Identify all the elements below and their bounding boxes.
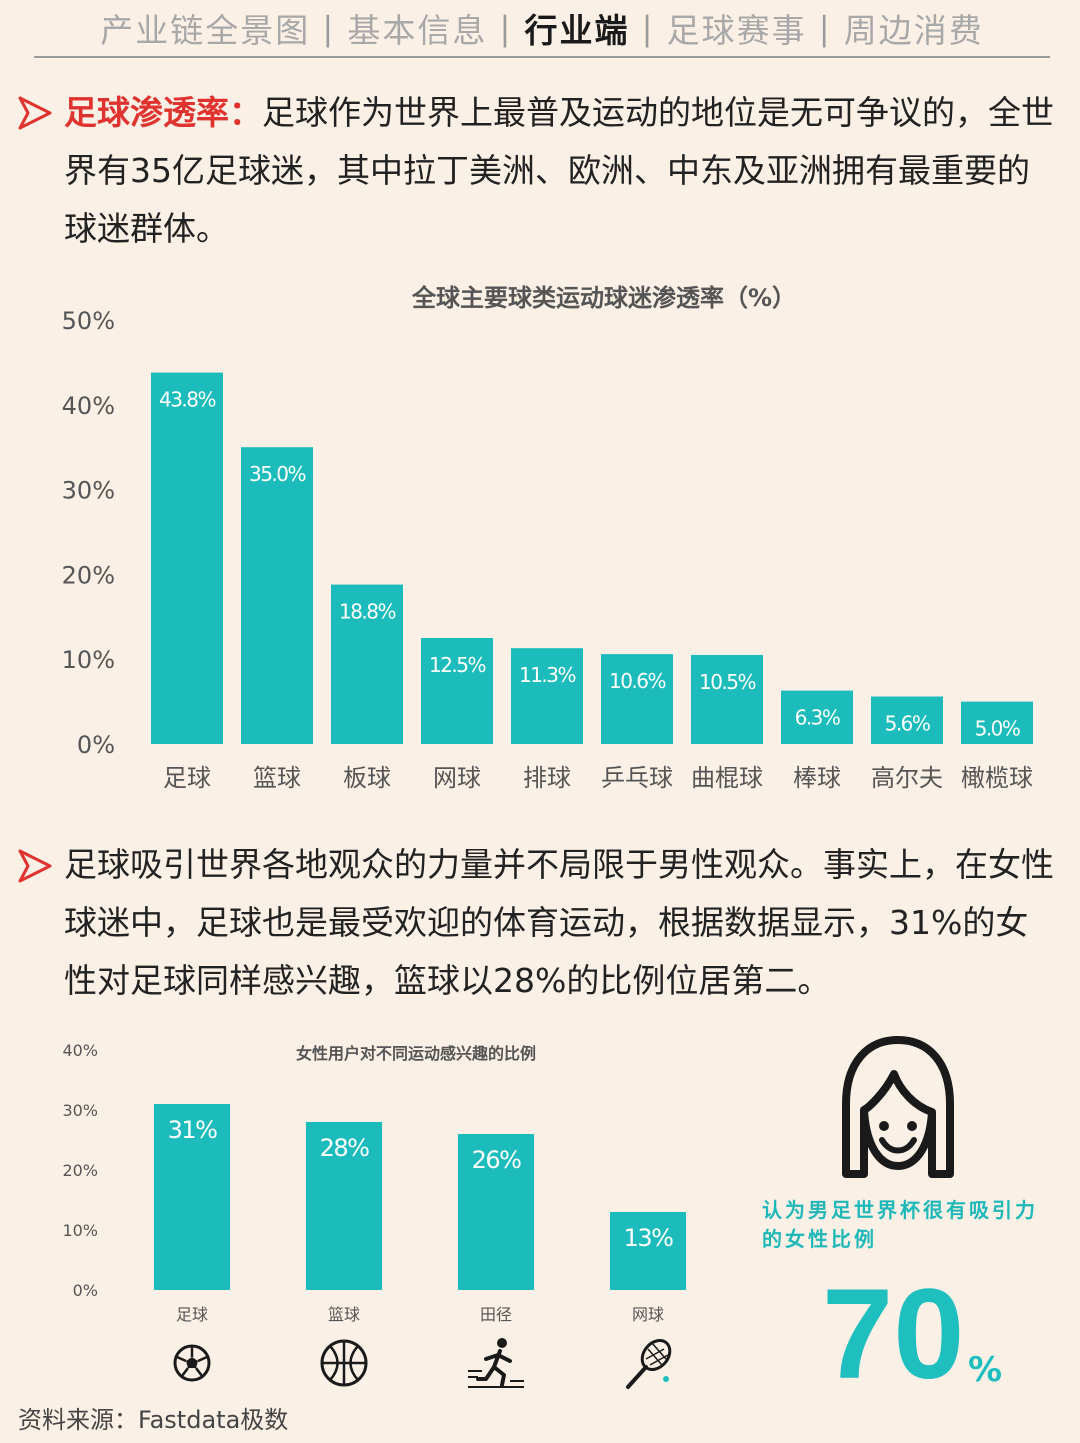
chart2-bar [154, 1104, 230, 1290]
chart1-bar [781, 690, 853, 744]
chart1-bar [601, 654, 673, 744]
chart2-category-label: 田径 [480, 1305, 512, 1324]
chart1-data-label: 5.0% [975, 717, 1020, 741]
chart1-bar [691, 654, 763, 744]
section2-paragraph: 足球吸引世界各地观众的力量并不局限于男性观众。事实上，在女性球迷中，足球也是最受… [64, 845, 1054, 1000]
chart2-data-label: 26% [472, 1146, 522, 1174]
stat-unit: % [968, 1350, 1003, 1390]
nav-separator: | [641, 8, 655, 48]
chart1-y-tick: 30% [62, 477, 115, 505]
chart1-category-label: 乒乓球 [601, 764, 673, 792]
nav-item-industry-map[interactable]: 产业链全景图 [100, 11, 311, 50]
chart1-bar [871, 696, 943, 744]
tennis-racket-icon [626, 1339, 672, 1389]
chart1-bar [331, 584, 403, 744]
chart2-bar [458, 1134, 534, 1290]
chart1-bar [151, 372, 223, 744]
chart1-category-label: 排球 [523, 764, 571, 792]
chart2-y-tick: 40% [62, 1041, 98, 1060]
chart1-category-label: 高尔夫 [871, 764, 943, 792]
chart1-data-label: 11.3% [519, 663, 576, 687]
chart2-category-label: 篮球 [328, 1305, 360, 1324]
nav-separator: | [818, 8, 832, 48]
bullet-arrow-icon [18, 849, 52, 883]
chart2-y-tick: 10% [62, 1221, 98, 1240]
chart2-title: 女性用户对不同运动感兴趣的比例 [296, 1044, 537, 1063]
soccer-ball-icon [173, 1344, 211, 1382]
chart1-svg: 0% 10% 20% 30% 40% 50% 43.8% 足球 35.0% 篮球 18.8% 板球 12… [62, 307, 1033, 792]
chart2-y-tick: 30% [62, 1101, 98, 1120]
nav-item-football-events[interactable]: 足球赛事 [666, 11, 807, 50]
section1-paragraph: 足球渗透率：足球作为世界上最普及运动的地位是无可争议的，全世界有35亿足球迷，其… [64, 84, 1054, 258]
chart2-category-label: 足球 [176, 1305, 208, 1324]
chart1-data-label: 6.3% [795, 706, 840, 730]
chart2-data-label: 31% [168, 1116, 218, 1144]
section1-highlight: 足球渗透率： [64, 93, 262, 132]
chart1-data-label: 43.8% [159, 388, 216, 412]
chart2-category-label: 网球 [632, 1305, 664, 1324]
runner-icon [468, 1338, 524, 1388]
top-nav: 产业链全景图 | 基本信息 | 行业端 | 足球赛事 | 周边消费 [34, 0, 1050, 58]
chart1-y-tick: 50% [62, 307, 115, 335]
stat-caption: 认为男足世界杯很有吸引力的女性比例 [762, 1198, 1038, 1251]
chart1-category-label: 曲棍球 [691, 764, 763, 792]
chart1-category-label: 板球 [343, 764, 391, 792]
woman-face-icon [842, 1036, 954, 1178]
nav-separator: | [322, 8, 336, 48]
chart1-bar [511, 648, 583, 744]
chart1-data-label: 12.5% [429, 653, 486, 677]
chart1-category-label: 橄榄球 [961, 764, 1033, 792]
nav-item-peripheral-consumption[interactable]: 周边消费 [843, 11, 984, 50]
chart1-y-tick: 10% [62, 646, 115, 674]
chart1-bar [241, 447, 313, 744]
source-note: 资料来源：Fastdata极数 [18, 1406, 289, 1434]
basketball-icon [320, 1339, 368, 1387]
chart2-svg: 0% 10% 20% 30% 40% 31% 足球 28% 篮球 26% 田径 13% 网球 [62, 1041, 686, 1389]
chart2-data-label: 13% [624, 1224, 674, 1252]
chart1-y-tick: 20% [62, 561, 115, 589]
chart2-bar [610, 1212, 686, 1290]
chart1-data-label: 18.8% [339, 600, 396, 624]
bullet-arrow-icon [18, 96, 52, 130]
chart1-category-label: 网球 [433, 764, 481, 792]
chart1-y-tick: 0% [77, 731, 115, 759]
chart1-bar [421, 638, 493, 744]
section1-text: 足球作为世界上最普及运动的地位是无可争议的，全世界有35亿足球迷，其中拉丁美洲、… [64, 93, 1054, 248]
chart1-data-label: 5.6% [885, 712, 930, 736]
chart1-data-label: 35.0% [249, 462, 306, 486]
chart2-bar [306, 1122, 382, 1290]
chart1-bar [961, 701, 1033, 744]
chart2-data-label: 28% [320, 1134, 370, 1162]
chart1-category-label: 足球 [163, 764, 211, 792]
chart1-data-label: 10.6% [609, 669, 666, 693]
chart1-category-label: 棒球 [793, 764, 841, 792]
nav-item-industry-side[interactable]: 行业端 [524, 11, 630, 50]
chart1-y-tick: 40% [62, 392, 115, 420]
chart2-y-tick: 20% [62, 1161, 98, 1180]
chart1-title: 全球主要球类运动球迷渗透率（%） [412, 284, 797, 312]
chart1-data-label: 10.5% [699, 670, 756, 694]
nav-separator: | [499, 8, 513, 48]
stat-value: 70 [822, 1263, 965, 1406]
chart1-category-label: 篮球 [253, 764, 301, 792]
chart2-y-tick: 0% [73, 1281, 98, 1300]
nav-item-basic-info[interactable]: 基本信息 [347, 11, 488, 50]
